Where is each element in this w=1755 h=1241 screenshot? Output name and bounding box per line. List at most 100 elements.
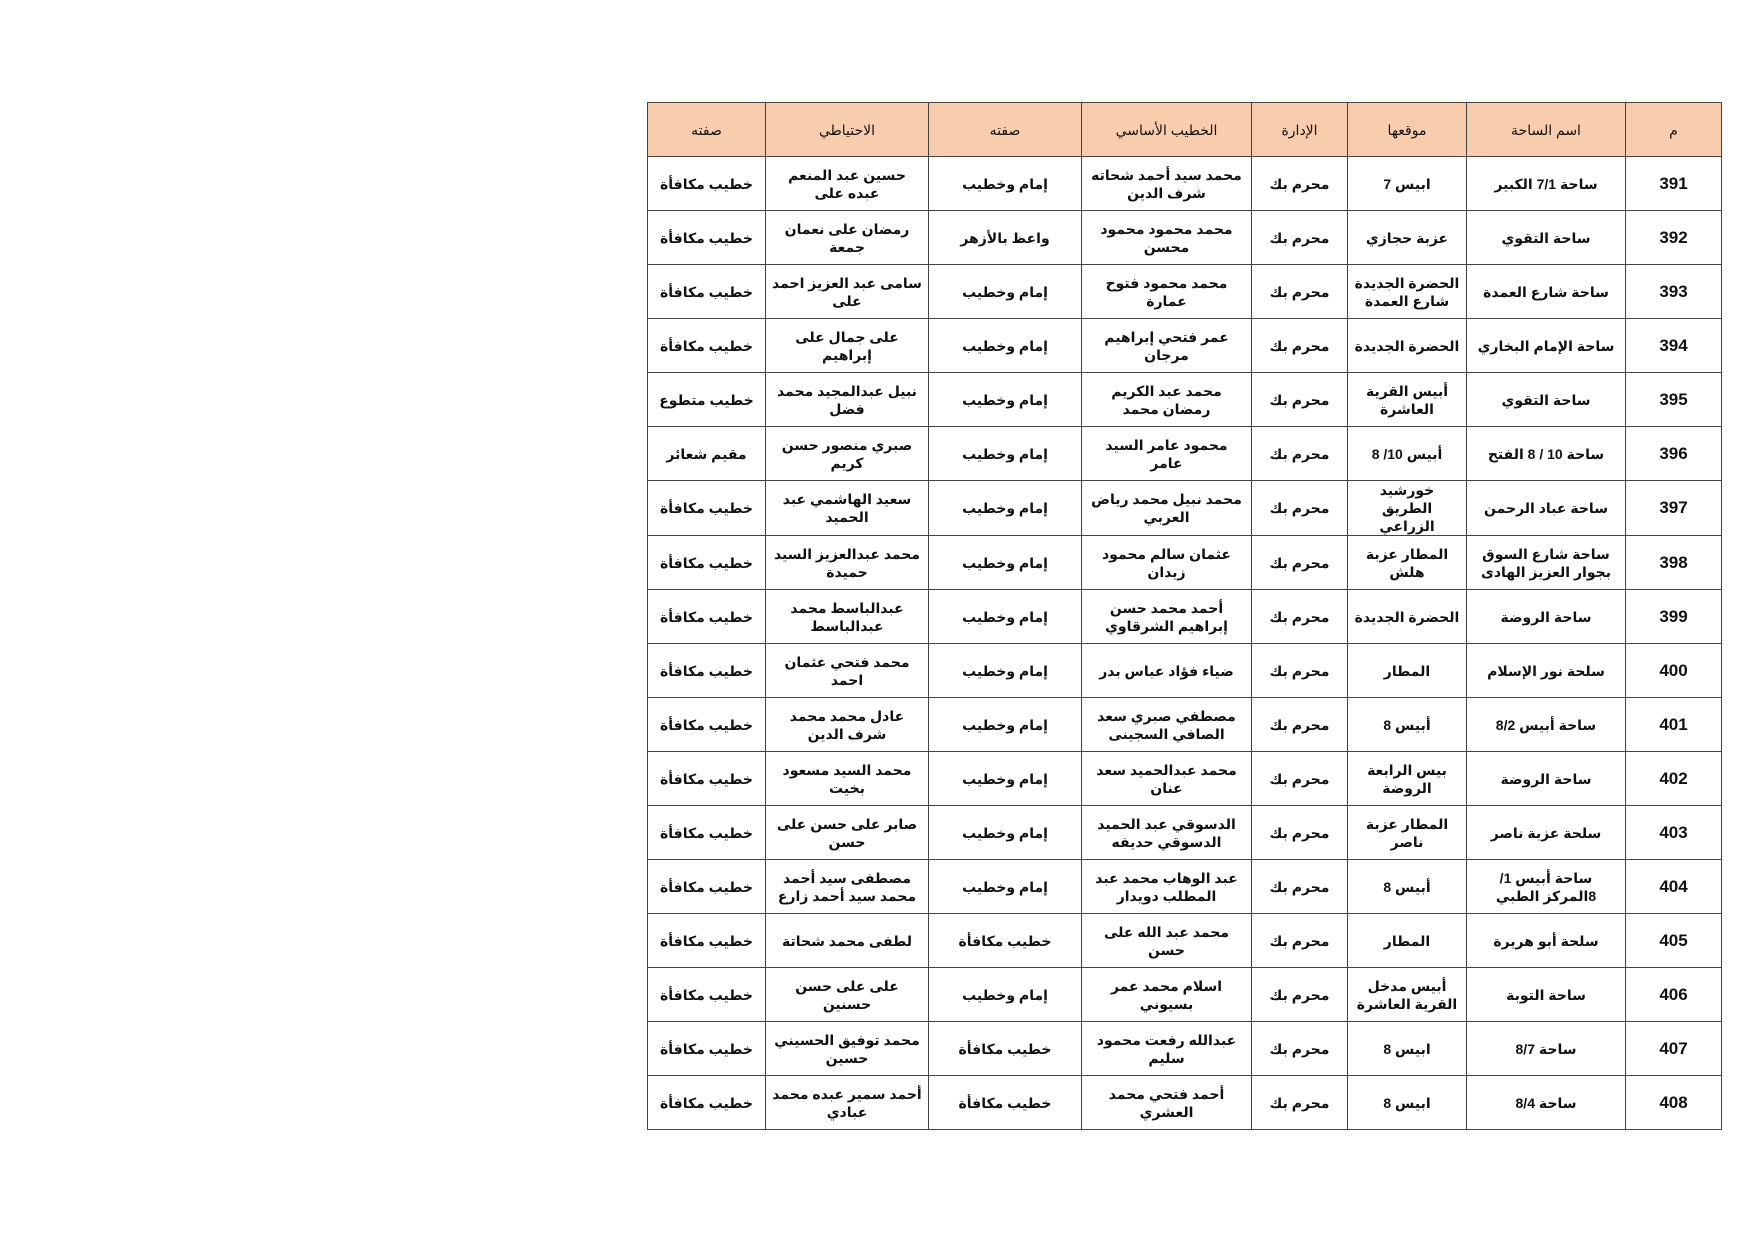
table-cell: إمام وخطيب	[928, 859, 1082, 914]
row-number: 405	[1625, 913, 1722, 968]
table-cell: خورشيد الطريق الزراعي	[1347, 480, 1467, 536]
table-cell: إمام وخطيب	[928, 535, 1082, 590]
row-number: 396	[1625, 426, 1722, 481]
table-cell: محمد نبيل محمد رياض العربي	[1081, 480, 1252, 536]
table-cell: خطيب مكافأة	[647, 210, 766, 265]
table-cell: صبري منصور حسن كريم	[765, 426, 929, 481]
table-cell: خطيب مكافأة	[647, 859, 766, 914]
table-cell: أبيس القرية العاشرة	[1347, 372, 1467, 427]
table-cell: إمام وخطيب	[928, 426, 1082, 481]
table-cell: خطيب مكافأة	[647, 697, 766, 752]
table-cell: إمام وخطيب	[928, 751, 1082, 806]
row-number: 402	[1625, 751, 1722, 806]
table-cell: خطيب مكافأة	[647, 480, 766, 536]
table-cell: خطيب مكافأة	[647, 751, 766, 806]
table-cell: محمد محمود فتوح عمارة	[1081, 264, 1252, 319]
table-cell: محرم بك	[1251, 589, 1348, 644]
table-cell: رمضان على نعمان جمعة	[765, 210, 929, 265]
table-row: 399 ساحة الروضة الحضرة الجديدة محرم بك أحمد …	[647, 589, 1722, 644]
table-cell: سعيد الهاشمي عبد الحميد	[765, 480, 929, 536]
table-cell: خطيب متطوع	[647, 372, 766, 427]
table-row: 404 ساحة أبيس 1/ 8المركز الطبي أبيس 8 محرم …	[647, 859, 1722, 914]
table-cell: عبدالله رفعت محمود سليم	[1081, 1021, 1252, 1076]
table-cell: محرم بك	[1251, 913, 1348, 968]
table-cell: خطيب مكافأة	[647, 913, 766, 968]
header-cell: صفته	[928, 102, 1082, 157]
table-cell: محمد فتحي عثمان احمد	[765, 643, 929, 698]
table-cell: إمام وخطيب	[928, 697, 1082, 752]
table-cell: إمام وخطيب	[928, 589, 1082, 644]
row-number: 401	[1625, 697, 1722, 752]
table-row: 405 سلحة أبو هريرة المطار محرم بك محمد عبد ا…	[647, 913, 1722, 968]
header-row: م اسم الساحة موقعها الإدارة الخطيب الأساسي صف…	[647, 102, 1722, 157]
row-number: 394	[1625, 318, 1722, 373]
header-cell: الخطيب الأساسي	[1081, 102, 1252, 157]
table-cell: أحمد محمد حسن إبراهيم الشرقاوي	[1081, 589, 1252, 644]
table-cell: خطيب مكافأة	[928, 913, 1082, 968]
table-cell: صابر على حسن على حسن	[765, 805, 929, 860]
table-cell: خطيب مكافأة	[647, 967, 766, 1022]
table-cell: ساحة عباد الرحمن	[1466, 480, 1626, 536]
table-cell: المطار	[1347, 643, 1467, 698]
header-cell: الإدارة	[1251, 102, 1348, 157]
table-cell: خطيب مكافأة	[647, 264, 766, 319]
table-cell: مصطفى سيد أحمد محمد سيد أحمد زارع	[765, 859, 929, 914]
table-cell: محرم بك	[1251, 1021, 1348, 1076]
table-cell: المطار عزبة هلش	[1347, 535, 1467, 590]
table-cell: محرم بك	[1251, 156, 1348, 211]
table-cell: أبيس 8	[1347, 697, 1467, 752]
table-cell: إمام وخطيب	[928, 967, 1082, 1022]
row-number: 404	[1625, 859, 1722, 914]
table-cell: أبيس 10/ 8	[1347, 426, 1467, 481]
table-cell: محرم بك	[1251, 697, 1348, 752]
table-cell: محمد محمود محمود محسن	[1081, 210, 1252, 265]
table-cell: المطار عزبة ناصر	[1347, 805, 1467, 860]
header-cell: م	[1625, 102, 1722, 157]
header-cell: اسم الساحة	[1466, 102, 1626, 157]
table-cell: خطيب مكافأة	[647, 535, 766, 590]
table-cell: المطار	[1347, 913, 1467, 968]
table-cell: أبيس مدخل القرية العاشرة	[1347, 967, 1467, 1022]
table-cell: محمد عبدالعزيز السيد حميدة	[765, 535, 929, 590]
table-cell: سلحة عزبة ناصر	[1466, 805, 1626, 860]
table-row: 397 ساحة عباد الرحمن خورشيد الطريق الزراعي…	[647, 480, 1722, 536]
table-row: 398 ساحة شارع السوق بجوار العزيز الهادى ال…	[647, 535, 1722, 590]
table-cell: نبيل عبدالمجيد محمد فضل	[765, 372, 929, 427]
table-cell: ساحة التوبة	[1466, 967, 1626, 1022]
table-cell: محرم بك	[1251, 859, 1348, 914]
table-row: 402 ساحة الروضة بيس الرابعة الروضة محرم بك م…	[647, 751, 1722, 806]
table-row: 408 ساحة 8/4 ابيس 8 محرم بك أحمد فتحي محمد ا…	[647, 1075, 1722, 1130]
table-cell: محمد توفيق الحسيني حسين	[765, 1021, 929, 1076]
table-cell: محرم بك	[1251, 318, 1348, 373]
table-cell: ابيس 8	[1347, 1075, 1467, 1130]
table: م اسم الساحة موقعها الإدارة الخطيب الأساسي صف…	[647, 102, 1722, 1130]
table-cell: ساحة التقوي	[1466, 210, 1626, 265]
table-cell: محمود عامر السيد عامر	[1081, 426, 1252, 481]
table-cell: محرم بك	[1251, 805, 1348, 860]
table-cell: خطيب مكافأة	[647, 156, 766, 211]
row-number: 395	[1625, 372, 1722, 427]
table-cell: إمام وخطيب	[928, 318, 1082, 373]
row-number: 393	[1625, 264, 1722, 319]
table-cell: اسلام محمد عمر بسيوني	[1081, 967, 1252, 1022]
table-cell: ضياء فؤاد عباس بدر	[1081, 643, 1252, 698]
table-cell: إمام وخطيب	[928, 643, 1082, 698]
table-cell: الدسوقي عبد الحميد الدسوقي حديفه	[1081, 805, 1252, 860]
row-number: 399	[1625, 589, 1722, 644]
table-row: 400 سلحة نور الإسلام المطار محرم بك ضياء فؤا…	[647, 643, 1722, 698]
table-cell: خطيب مكافأة	[928, 1021, 1082, 1076]
table-row: 395 ساحة التقوي أبيس القرية العاشرة محرم بك…	[647, 372, 1722, 427]
table-cell: محمد عبد الكريم رمضان محمد	[1081, 372, 1252, 427]
table-cell: عادل محمد محمد شرف الدين	[765, 697, 929, 752]
table-cell: ساحة الروضة	[1466, 751, 1626, 806]
table-cell: إمام وخطيب	[928, 156, 1082, 211]
table-cell: حسين عبد المنعم عبده على	[765, 156, 929, 211]
table-row: 407 ساحة 8/7 ابيس 8 محرم بك عبدالله رفعت محم…	[647, 1021, 1722, 1076]
table-cell: بيس الرابعة الروضة	[1347, 751, 1467, 806]
table-row: 392 ساحة التقوي عزبة حجازي محرم بك محمد محمو…	[647, 210, 1722, 265]
table-cell: محرم بك	[1251, 426, 1348, 481]
table-cell: أحمد فتحي محمد العشري	[1081, 1075, 1252, 1130]
table-cell: محرم بك	[1251, 1075, 1348, 1130]
table-cell: ساحة الروضة	[1466, 589, 1626, 644]
